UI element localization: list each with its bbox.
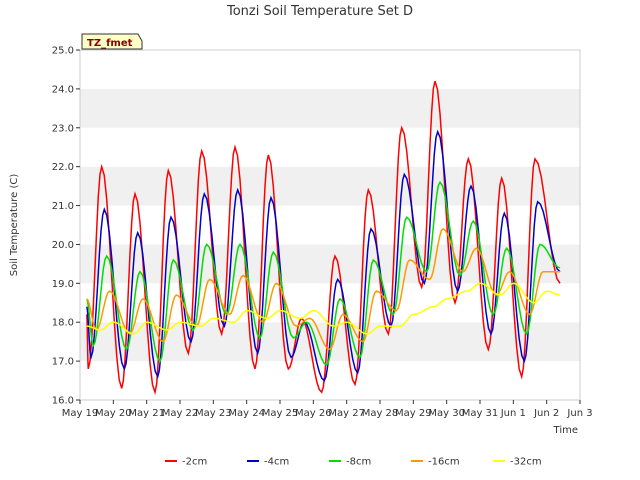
grid-band <box>80 166 580 206</box>
x-tick-label: May 23 <box>195 408 232 419</box>
y-tick-label: 23.0 <box>52 123 74 134</box>
y-axis-label: Soil Temperature (C) <box>9 174 20 277</box>
x-tick-label: May 20 <box>95 408 132 419</box>
legend: -2cm -4cm -8cm -16cm -32cm <box>165 457 542 468</box>
y-tick-label: 19.0 <box>52 279 74 290</box>
y-tick-label: 25.0 <box>52 46 74 57</box>
x-tick-label: May 27 <box>328 408 365 419</box>
grid-band <box>80 205 580 245</box>
grid-band <box>80 127 580 167</box>
x-tick-label: May 22 <box>162 408 199 419</box>
grid-band <box>80 50 580 89</box>
legend-label: -8cm <box>346 457 371 468</box>
x-tick-label: May 21 <box>128 408 165 419</box>
x-tick-label: May 28 <box>362 408 399 419</box>
grid-band <box>80 88 580 128</box>
series-lines <box>85 80 561 396</box>
y-tick-label: 24.0 <box>52 84 74 95</box>
x-tick-label: Jun 1 <box>500 408 526 419</box>
x-tick-label: May 31 <box>462 408 499 419</box>
y-tick-label: 17.0 <box>52 357 74 368</box>
series-line-16cm <box>86 227 560 351</box>
plot-area <box>79 49 581 401</box>
legend-label: -32cm <box>510 457 542 468</box>
y-tick-label: 20.0 <box>52 240 74 251</box>
x-tick-label: May 25 <box>262 408 299 419</box>
y-tick-label: 16.0 <box>52 396 74 407</box>
y-tick-label: 22.0 <box>52 162 74 173</box>
grid-band <box>80 361 580 400</box>
badge-shape <box>81 33 143 50</box>
legend-label: -4cm <box>264 457 289 468</box>
legend-label: -16cm <box>428 457 460 468</box>
series-line-32cm <box>86 282 561 335</box>
x-tick-label: May 26 <box>295 408 332 419</box>
x-tick-label: May 30 <box>428 408 465 419</box>
y-axis-ticks: 16.0 17.0 18.0 19.0 20.0 21.0 22.0 23.0 24.0 25.0 <box>52 46 80 407</box>
badge-label: TZ_fmet <box>87 38 133 49</box>
series-line-8cm <box>86 180 561 367</box>
station-badge: TZ_fmet <box>81 33 143 50</box>
series-line-4cm <box>85 129 561 382</box>
x-tick-label: Jun 3 <box>566 408 592 419</box>
x-tick-label: May 24 <box>228 408 265 419</box>
x-tick-label: May 19 <box>62 408 99 419</box>
y-tick-label: 21.0 <box>52 201 74 212</box>
series-line-2cm <box>85 80 561 396</box>
x-tick-label: May 29 <box>395 408 432 419</box>
y-tick-label: 18.0 <box>52 318 74 329</box>
legend-label: -2cm <box>182 457 207 468</box>
x-tick-label: Jun 2 <box>533 408 559 419</box>
chart-title: Tonzi Soil Temperature Set D <box>226 4 413 19</box>
x-axis-label: Time <box>553 425 578 436</box>
